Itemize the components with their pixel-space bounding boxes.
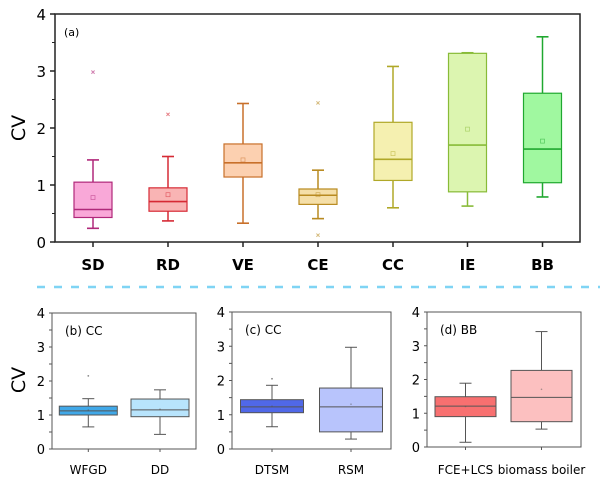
y-tick-label: 2	[37, 375, 45, 390]
x-category-label: CC	[382, 256, 404, 274]
outlier-marker	[271, 377, 273, 380]
y-tick-label: 4	[37, 307, 45, 322]
panel-c-boxplot: 0 1 2 3 4 (c) CC DTSM RSM	[217, 306, 392, 477]
outlier-marker	[316, 233, 320, 238]
x-category-label: CE	[307, 256, 328, 274]
mean-marker	[271, 405, 273, 407]
mean-marker	[165, 192, 171, 198]
x-category-label: IE	[460, 256, 476, 274]
y-tick-label: 2	[217, 375, 225, 390]
mean-marker	[350, 403, 352, 405]
y-tick-label: 3	[36, 63, 46, 81]
box-iqr	[148, 187, 188, 212]
box-iqr	[510, 369, 573, 423]
y-tick-label: 1	[37, 409, 45, 424]
box-fce-lcs: FCE+LCS	[434, 382, 497, 477]
y-tick-label: 1	[36, 177, 46, 195]
y-axis-label: CV	[8, 367, 30, 393]
y-tick-label: 2	[36, 120, 46, 138]
box-rd: RD	[148, 112, 188, 274]
panel-a-boxplot: 0 1 2 3 4 CV (a) SD RD VE CE CC IE BB	[8, 6, 581, 274]
mean-marker	[90, 195, 96, 200]
mean-marker	[240, 157, 246, 163]
x-category-label: BB	[531, 256, 554, 274]
y-axis-label: CV	[8, 115, 30, 141]
y-tick-label: 1	[412, 407, 420, 422]
mean-marker	[159, 408, 161, 411]
box-ie: IE	[447, 51, 488, 274]
y-tick-label: 2	[412, 374, 420, 389]
mean-marker	[465, 126, 470, 132]
x-category-label: FCE+LCS	[438, 463, 494, 477]
y-tick-label: 0	[412, 441, 420, 456]
mean-marker	[87, 409, 90, 411]
box-dd: DD	[130, 389, 190, 477]
box-rsm: RSM	[319, 346, 383, 477]
y-tick-label: 1	[217, 409, 225, 424]
y-tick-label: 4	[217, 306, 225, 321]
box-cc: CC	[373, 65, 413, 274]
x-category-label: DTSM	[255, 463, 290, 477]
box-dtsm: DTSM	[240, 377, 304, 477]
outlier-marker	[166, 112, 170, 117]
box-iqr	[522, 92, 563, 184]
panel-d-boxplot: 0 1 2 3 4 (d) BB FCE+LCS biomass boiler	[412, 306, 586, 477]
box-iqr	[223, 143, 263, 178]
x-category-label: DD	[151, 463, 169, 477]
box-iqr	[130, 398, 190, 418]
x-category-label: RSM	[338, 463, 364, 477]
y-tick-label: 4	[36, 6, 46, 24]
box-bb: BB	[522, 35, 563, 274]
mean-marker	[464, 405, 467, 408]
panel-title: (b) CC	[65, 324, 103, 338]
y-tick-label: 0	[37, 443, 45, 458]
panel-title: (c) CC	[245, 323, 282, 337]
box-biomass-boiler: biomass boiler	[498, 331, 586, 477]
y-tick-label: 3	[412, 340, 420, 355]
box-wfgd: WFGD	[58, 375, 118, 477]
box-ve: VE	[223, 102, 263, 274]
box-iqr	[447, 52, 488, 193]
panel-title: (d) BB	[440, 323, 477, 337]
mean-marker	[540, 138, 545, 144]
mean-marker	[315, 192, 321, 198]
outlier-marker	[87, 375, 90, 377]
y-tick-label: 0	[217, 443, 225, 458]
y-tick-label: 3	[37, 341, 45, 356]
x-category-label: biomass boiler	[498, 463, 586, 477]
x-category-label: SD	[81, 256, 104, 274]
box-iqr	[319, 387, 383, 433]
y-tick-label: 0	[36, 234, 46, 252]
mean-marker	[390, 151, 396, 156]
panel-title: (a)	[64, 26, 79, 39]
mean-marker	[540, 388, 543, 391]
y-tick-label: 3	[217, 340, 225, 355]
y-tick-label: 4	[412, 306, 420, 321]
box-sd: SD	[73, 70, 113, 274]
x-category-label: RD	[156, 256, 180, 274]
x-category-label: WFGD	[70, 463, 107, 477]
box-ce: CE	[298, 100, 338, 274]
x-category-label: VE	[232, 256, 254, 274]
outlier-marker	[91, 70, 95, 75]
panel-b-boxplot: 0 1 2 3 4 CV (b) CC WFGD DD	[8, 307, 197, 477]
outlier-marker	[316, 100, 320, 105]
